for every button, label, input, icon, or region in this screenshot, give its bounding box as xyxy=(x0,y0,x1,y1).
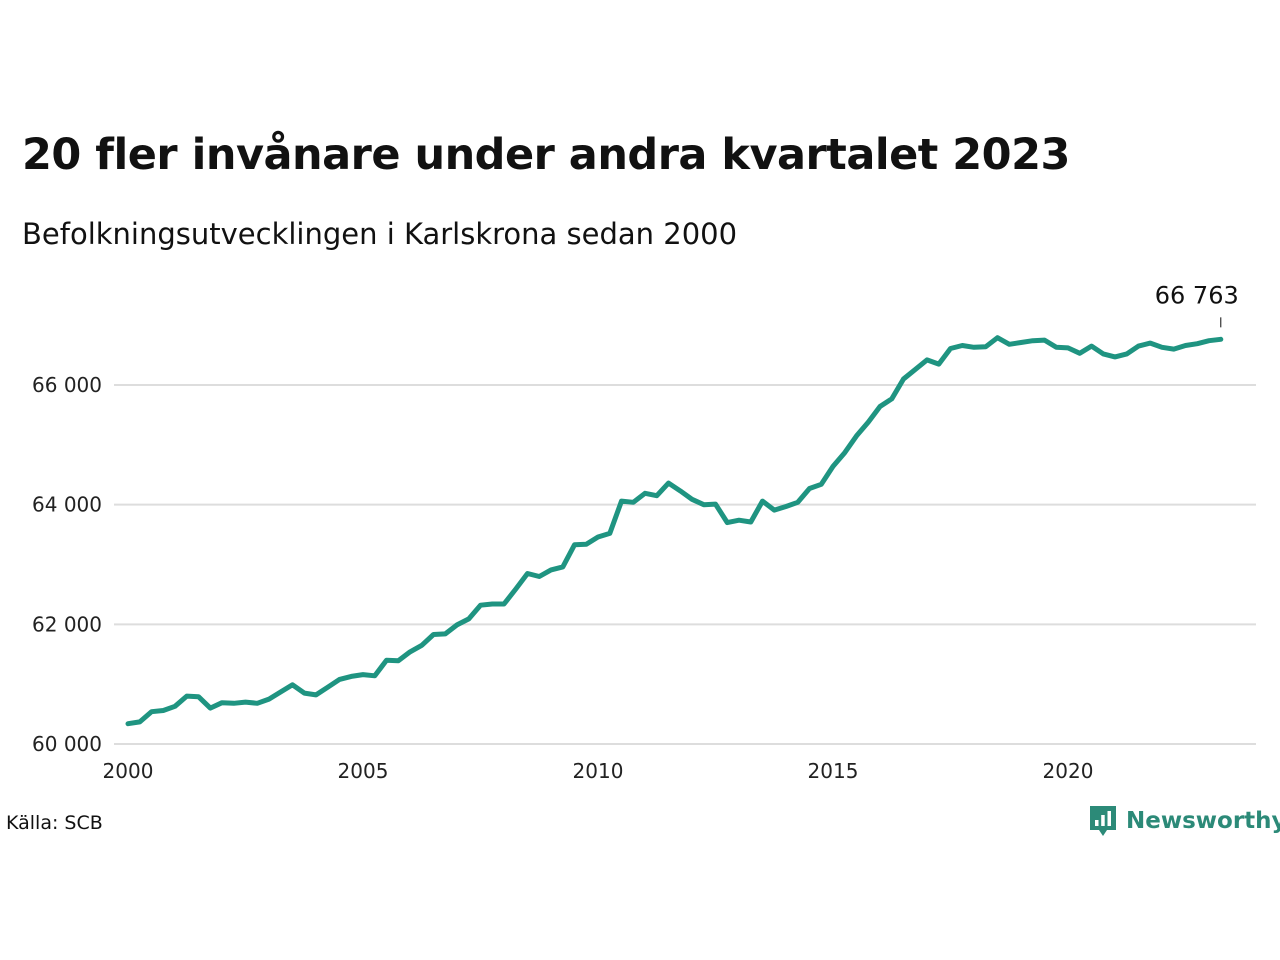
source-note: Källa: SCB xyxy=(6,812,103,834)
x-tick-label: 2020 xyxy=(1043,759,1094,783)
x-tick-label: 2005 xyxy=(338,759,389,783)
x-axis-ticks: 2000 2005 2010 2015 2020 xyxy=(103,759,1094,783)
newsworthy-logo-icon xyxy=(1090,806,1116,836)
x-tick-label: 2000 xyxy=(103,759,154,783)
x-tick-label: 2015 xyxy=(808,759,859,783)
y-tick-label: 62 000 xyxy=(32,612,102,636)
series-line xyxy=(125,335,1224,727)
chart-subtitle: Befolkningsutvecklingen i Karlskrona sed… xyxy=(22,217,738,251)
y-axis-ticks: 60 000 62 000 64 000 66 000 xyxy=(32,373,102,756)
annotation-layer: 66 763 xyxy=(1155,281,1239,328)
chart-title: 20 fler invånare under andra kvartalet 2… xyxy=(22,130,1070,180)
brand-name: Newsworthy xyxy=(1126,808,1280,834)
x-tick-label: 2010 xyxy=(573,759,624,783)
brand-logo[interactable]: Newsworthy xyxy=(1088,803,1280,839)
series-layer xyxy=(125,335,1224,727)
end-value-label: 66 763 xyxy=(1155,281,1239,309)
grid-layer xyxy=(114,384,1256,745)
y-tick-label: 66 000 xyxy=(32,373,102,397)
y-tick-label: 60 000 xyxy=(32,732,102,756)
y-tick-label: 64 000 xyxy=(32,493,102,517)
